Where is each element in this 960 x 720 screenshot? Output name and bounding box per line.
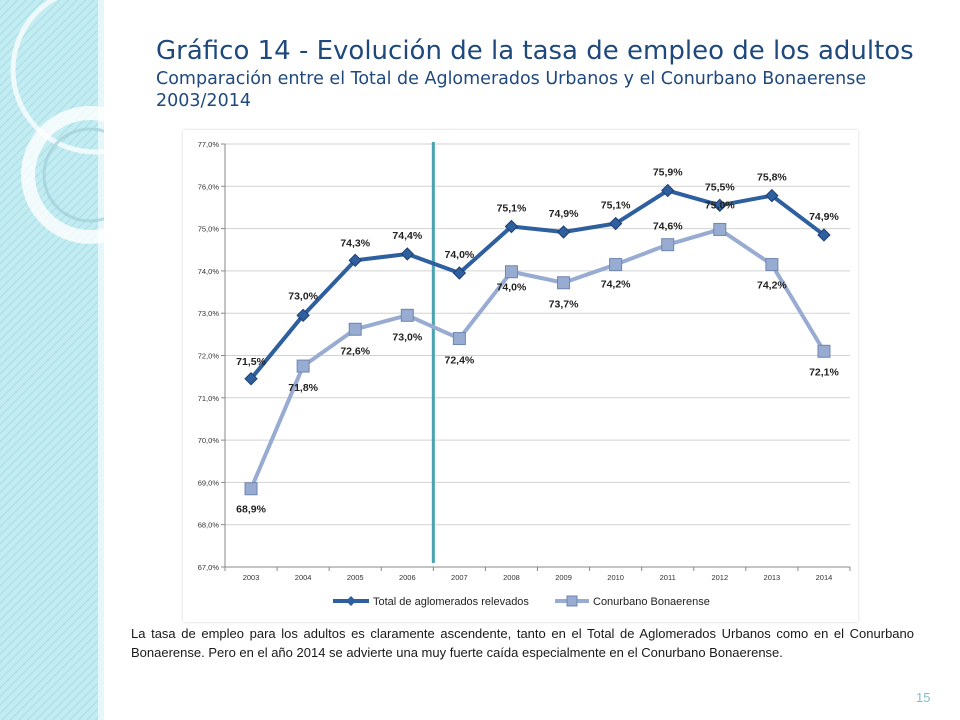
data-label-conurbano: 74,6% (653, 221, 683, 233)
data-point-conurbano (765, 258, 779, 272)
y-tick-label: 71,0% (198, 394, 220, 403)
series-line-conurbano (249, 227, 826, 490)
y-tick-label: 76,0% (198, 182, 220, 191)
x-tick-label: 2004 (295, 573, 312, 582)
data-point-total (296, 308, 310, 323)
x-tick-label: 2013 (764, 573, 781, 582)
data-label-conurbano: 74,2% (601, 279, 631, 291)
sidebar-edge (98, 0, 104, 720)
data-point-conurbano (400, 308, 414, 322)
decorative-sidebar (0, 0, 104, 720)
data-label-total: 74,3% (340, 237, 370, 249)
line-chart: 67,0% 68,0% 69,0% 70,0% 71,0% 72,0% 73,0% 74,0%… (198, 140, 851, 608)
x-tick-label: 2003 (243, 573, 260, 582)
page-number: 15 (916, 690, 931, 705)
data-label-conurbano: 74,0% (497, 282, 527, 294)
legend-label-total: Total de aglomerados relevados (373, 596, 529, 608)
data-label-total: 74,0% (444, 249, 474, 261)
data-label-total: 75,1% (601, 200, 631, 212)
sidebar-circle-inner (42, 127, 104, 223)
y-tick-label: 77,0% (198, 140, 220, 149)
x-tick-label: 2014 (816, 573, 833, 582)
data-point-conurbano (713, 222, 727, 236)
data-label-total: 75,1% (497, 202, 527, 214)
data-point-conurbano (504, 265, 518, 279)
data-point-conurbano (296, 359, 310, 373)
data-point-total (556, 225, 571, 239)
data-label-total: 75,8% (757, 172, 787, 184)
data-point-total (713, 198, 727, 213)
x-tick-label: 2008 (503, 573, 520, 582)
legend-swatch-conurbano-marker (566, 595, 578, 607)
y-tick-label: 72,0% (198, 352, 220, 361)
data-label-conurbano: 68,9% (236, 504, 266, 516)
sidebar-circle-large (10, 0, 104, 155)
x-tick-label: 2010 (607, 573, 624, 582)
slide-title: Gráfico 14 - Evolución de la tasa de emp… (156, 36, 914, 66)
series-line-total (249, 188, 826, 381)
data-point-total (244, 372, 258, 386)
x-tick-label: 2006 (399, 573, 416, 582)
legend-swatch-total-marker (346, 596, 356, 606)
y-tick-label: 69,0% (198, 478, 220, 487)
data-label-total: 73,0% (288, 290, 318, 302)
data-label-conurbano: 72,1% (809, 366, 839, 378)
data-point-total (348, 253, 362, 268)
data-point-conurbano (817, 344, 831, 358)
slide-caption: La tasa de empleo para los adultos es cl… (131, 626, 914, 660)
y-tick-label: 68,0% (198, 521, 220, 530)
y-tick-label: 67,0% (198, 563, 220, 572)
data-label-conurbano: 72,6% (340, 345, 370, 357)
data-label-total: 74,9% (549, 208, 579, 220)
data-label-conurbano: 71,8% (288, 382, 318, 394)
x-tick-label: 2005 (347, 573, 364, 582)
data-point-total (661, 183, 675, 198)
legend-label-conurbano: Conurbano Bonaerense (593, 596, 710, 608)
x-tick-label: 2011 (660, 573, 676, 582)
data-label-conurbano: 73,7% (549, 299, 579, 311)
data-label-total: 74,9% (809, 211, 839, 223)
x-tick-label: 2009 (555, 573, 572, 582)
title-block: Gráfico 14 - Evolución de la tasa de emp… (156, 36, 946, 112)
data-point-total (765, 188, 779, 203)
y-tick-label: 75,0% (198, 225, 220, 234)
data-point-total (400, 247, 414, 261)
data-label-total: 74,4% (392, 230, 422, 242)
y-tick-label: 74,0% (198, 267, 220, 276)
data-point-total (504, 219, 519, 234)
data-label-total: 71,5% (236, 356, 266, 368)
data-point-total (817, 228, 831, 242)
data-label-conurbano: 73,0% (392, 331, 422, 343)
data-point-conurbano (452, 332, 466, 346)
data-point-conurbano (244, 482, 258, 496)
data-label-conurbano: 74,2% (757, 280, 787, 292)
y-tick-label: 70,0% (198, 436, 220, 445)
data-point-total (608, 216, 623, 231)
data-label-total: 75,9% (653, 167, 683, 179)
sidebar-pattern (0, 0, 104, 720)
chart-container: 67,0% 68,0% 69,0% 70,0% 71,0% 72,0% 73,0% 74,0%… (183, 130, 858, 622)
y-tick-label: 73,0% (198, 309, 220, 318)
x-tick-label: 2007 (451, 573, 468, 582)
data-point-conurbano (609, 258, 623, 272)
slide-subtitle: Comparación entre el Total de Aglomerado… (156, 69, 867, 111)
data-point-conurbano (661, 238, 675, 252)
data-label-conurbano: 72,4% (444, 355, 474, 367)
x-tick-label: 2012 (711, 573, 728, 582)
data-point-conurbano (557, 276, 571, 290)
sidebar-circle-ring (21, 106, 104, 244)
data-label-total: 75,5% (705, 181, 735, 193)
data-label-conurbano: 75,0% (705, 199, 735, 211)
data-point-conurbano (348, 322, 362, 336)
data-point-total (452, 266, 467, 280)
